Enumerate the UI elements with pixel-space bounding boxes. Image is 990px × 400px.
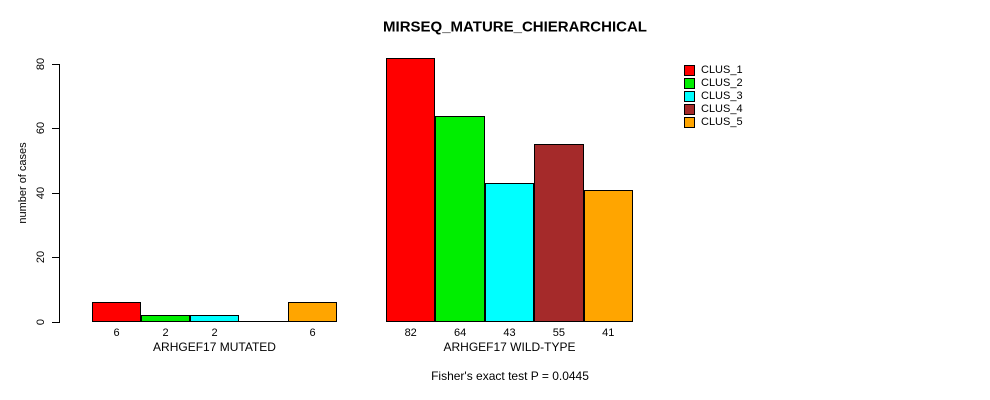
bar-value-label: 82 bbox=[404, 327, 417, 339]
bar-mutated-clus-1 bbox=[92, 302, 141, 322]
chart-title: MIRSEQ_MATURE_CHIERARCHICAL bbox=[383, 18, 647, 36]
y-axis-tick-label: 20 bbox=[35, 251, 47, 264]
subtitle-pvalue: Fisher's exact test P = 0.0445 bbox=[431, 369, 589, 383]
legend-label-clus-2: CLUS_2 bbox=[701, 77, 743, 89]
y-axis-tick-label: 40 bbox=[35, 186, 47, 199]
bar-value-label: 55 bbox=[552, 327, 566, 339]
y-axis-tick-label: 80 bbox=[35, 57, 47, 71]
legend-label-clus-1: CLUS_1 bbox=[701, 64, 743, 76]
bar-value-label: 6 bbox=[113, 327, 120, 339]
bar-mutated-clus-3 bbox=[190, 315, 239, 322]
bar-wild-type-clus-2 bbox=[435, 115, 485, 322]
bar-wild-type-clus-3 bbox=[484, 183, 535, 322]
y-axis-tick-label: 0 bbox=[35, 318, 47, 325]
bar-value-label: 41 bbox=[602, 327, 615, 339]
bar-value-label: 2 bbox=[162, 327, 169, 339]
group-label-mutated: ARHGEF17 MUTATED bbox=[153, 340, 276, 354]
legend-swatch-clus-4 bbox=[684, 103, 695, 115]
bar-value-label: 2 bbox=[211, 327, 218, 339]
legend-swatch-clus-3 bbox=[684, 90, 695, 102]
bar-wild-type-clus-4 bbox=[534, 144, 584, 322]
legend-swatch-clus-2 bbox=[684, 77, 695, 89]
y-axis-line bbox=[59, 64, 60, 323]
bar-value-label: 6 bbox=[309, 327, 316, 339]
y-axis-tick bbox=[52, 257, 59, 259]
legend-label-clus-3: CLUS_3 bbox=[701, 90, 743, 102]
bar-mutated-clus-5 bbox=[288, 302, 337, 322]
bar-wild-type-clus-1 bbox=[386, 57, 436, 322]
bar-value-label: 43 bbox=[503, 327, 516, 339]
y-axis-tick bbox=[52, 128, 59, 130]
legend-swatch-clus-1 bbox=[684, 64, 695, 76]
bar-value-label: 64 bbox=[453, 327, 467, 339]
legend-label-clus-5: CLUS_5 bbox=[701, 116, 743, 128]
y-axis-tick bbox=[52, 64, 59, 65]
y-axis-tick bbox=[52, 321, 59, 323]
y-axis-tick-label: 60 bbox=[35, 122, 47, 135]
bar-mutated-clus-2 bbox=[141, 315, 190, 322]
legend-swatch-clus-5 bbox=[684, 116, 695, 128]
legend-label-clus-4: CLUS_4 bbox=[701, 103, 743, 115]
y-axis-tick bbox=[52, 192, 59, 194]
bar-wild-type-clus-5 bbox=[583, 189, 633, 322]
group-label-wild-type: ARHGEF17 WILD-TYPE bbox=[443, 340, 576, 354]
